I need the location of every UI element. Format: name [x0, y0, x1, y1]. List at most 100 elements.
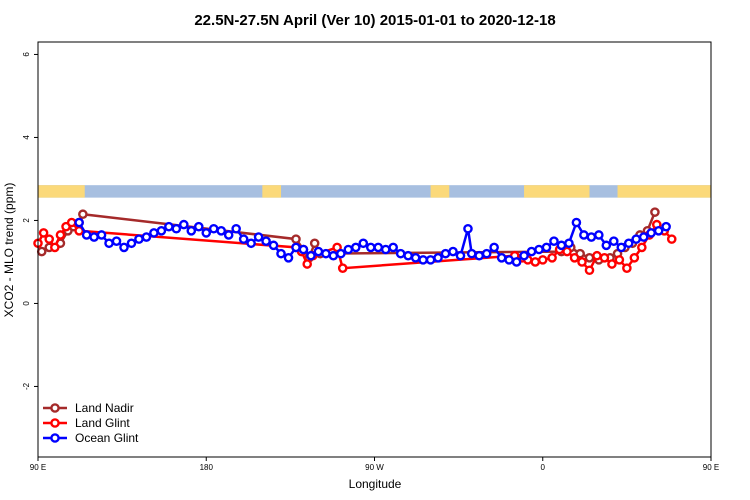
data-point [608, 236, 619, 246]
x-tick-label: 90 W [365, 463, 384, 472]
data-point [666, 234, 677, 244]
data-point [395, 248, 406, 259]
data-point [208, 223, 219, 234]
data-point [253, 232, 264, 242]
data-point [577, 257, 587, 267]
land-segment [38, 185, 85, 198]
data-point [302, 259, 313, 269]
data-point [313, 246, 324, 257]
land-ocean-band [38, 185, 711, 198]
data-point [448, 246, 458, 257]
x-tick-label: 90 E [703, 463, 719, 472]
data-point [283, 252, 294, 263]
x-axis: 90 E 180 90 W 0 90 E [30, 457, 719, 472]
data-point [388, 242, 398, 253]
data-point [351, 242, 361, 253]
data-point [309, 238, 320, 249]
data-point [607, 259, 617, 269]
ocean-band [38, 185, 711, 198]
data-point [276, 248, 286, 259]
data-point [44, 234, 55, 244]
data-point [96, 230, 107, 240]
data-point [343, 244, 354, 255]
data-point [201, 228, 212, 238]
data-point [586, 232, 597, 242]
land-segment [524, 185, 590, 198]
data-point [592, 250, 602, 261]
data-point [526, 246, 537, 257]
data-point [584, 252, 595, 263]
data-point [653, 226, 664, 236]
data-point [119, 242, 129, 253]
data-point [474, 250, 484, 261]
y-tick-label: 0 [22, 301, 31, 306]
x-tick-label: 90 E [30, 463, 46, 472]
data-point [638, 232, 649, 242]
data-point [571, 217, 582, 228]
data-point [629, 252, 640, 263]
data-point [418, 255, 428, 265]
data-point [569, 252, 580, 263]
data-point [336, 248, 346, 259]
legend-item: Land Nadir [43, 401, 134, 415]
data-point [81, 230, 92, 240]
data-point [231, 223, 241, 234]
legend-marker [50, 403, 60, 413]
data-point [38, 228, 49, 238]
y-axis: -2 0 2 4 6 [22, 52, 38, 390]
data-point [223, 230, 234, 240]
data-point [55, 230, 66, 240]
legend-marker [50, 418, 60, 428]
legend-label: Ocean Glint [75, 431, 139, 445]
data-point [291, 234, 301, 244]
data-point [594, 230, 604, 240]
y-tick-label: 2 [22, 218, 31, 223]
data-point [261, 236, 271, 246]
data-point [358, 238, 369, 249]
data-point [661, 221, 671, 232]
data-point [623, 238, 634, 249]
data-point [599, 252, 610, 263]
data-point [496, 252, 507, 263]
data-point [36, 246, 47, 257]
data-point [504, 255, 514, 265]
data-point [466, 248, 477, 259]
data-point [646, 228, 656, 238]
data-series-layer [33, 207, 677, 276]
data-point [156, 226, 167, 236]
legend-marker [50, 433, 60, 443]
data-point [541, 242, 552, 253]
data-point [134, 234, 144, 244]
legend-label: Land Glint [75, 416, 130, 430]
data-point [268, 240, 279, 251]
data-point [291, 242, 301, 253]
data-point [549, 236, 559, 246]
data-point [614, 255, 625, 265]
data-point [89, 232, 99, 242]
y-tick-label: 4 [22, 135, 31, 140]
data-point [246, 238, 256, 249]
y-tick-label: 6 [22, 52, 31, 57]
data-point [380, 244, 391, 255]
data-point [193, 221, 204, 232]
data-point [440, 248, 451, 259]
data-point [50, 242, 60, 253]
data-point [650, 207, 660, 217]
data-point [537, 255, 548, 265]
land-segment [430, 185, 450, 198]
data-point [584, 265, 595, 276]
data-point [511, 257, 522, 267]
y-tick-label: -2 [22, 382, 31, 390]
data-point [616, 242, 627, 253]
data-point [489, 242, 499, 253]
data-point [433, 252, 443, 263]
data-point [637, 242, 647, 253]
data-point [455, 250, 466, 261]
data-point [104, 238, 114, 249]
data-point [298, 244, 309, 255]
data-point [463, 223, 473, 234]
data-point [564, 238, 574, 249]
data-point [321, 248, 331, 259]
